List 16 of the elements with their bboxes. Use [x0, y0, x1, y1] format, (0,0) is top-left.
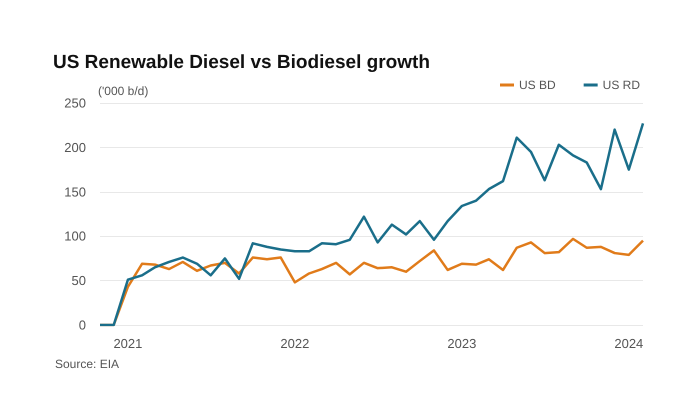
legend-label: US BD	[518, 78, 556, 92]
y-tick-label: 150	[64, 184, 86, 200]
x-tick-label: 2023	[447, 336, 476, 351]
line-series	[98, 122, 644, 326]
y-tick-label: 250	[64, 96, 86, 110]
x-tick-label: 2024	[614, 336, 644, 351]
y-tick-label: 200	[64, 140, 86, 155]
legend-label: US RD	[602, 78, 640, 92]
y-axis-title: ('000 b/d)	[98, 84, 148, 98]
y-tick-label: 50	[72, 273, 86, 288]
x-tick-label: 2021	[113, 336, 142, 351]
source-note: Source: EIA	[55, 357, 120, 371]
x-tick-label: 2022	[280, 336, 310, 351]
y-tick-label: 0	[78, 318, 86, 332]
chart-title: US Renewable Diesel vs Biodiesel growth	[53, 52, 430, 73]
y-tick-label: 100	[64, 228, 86, 244]
